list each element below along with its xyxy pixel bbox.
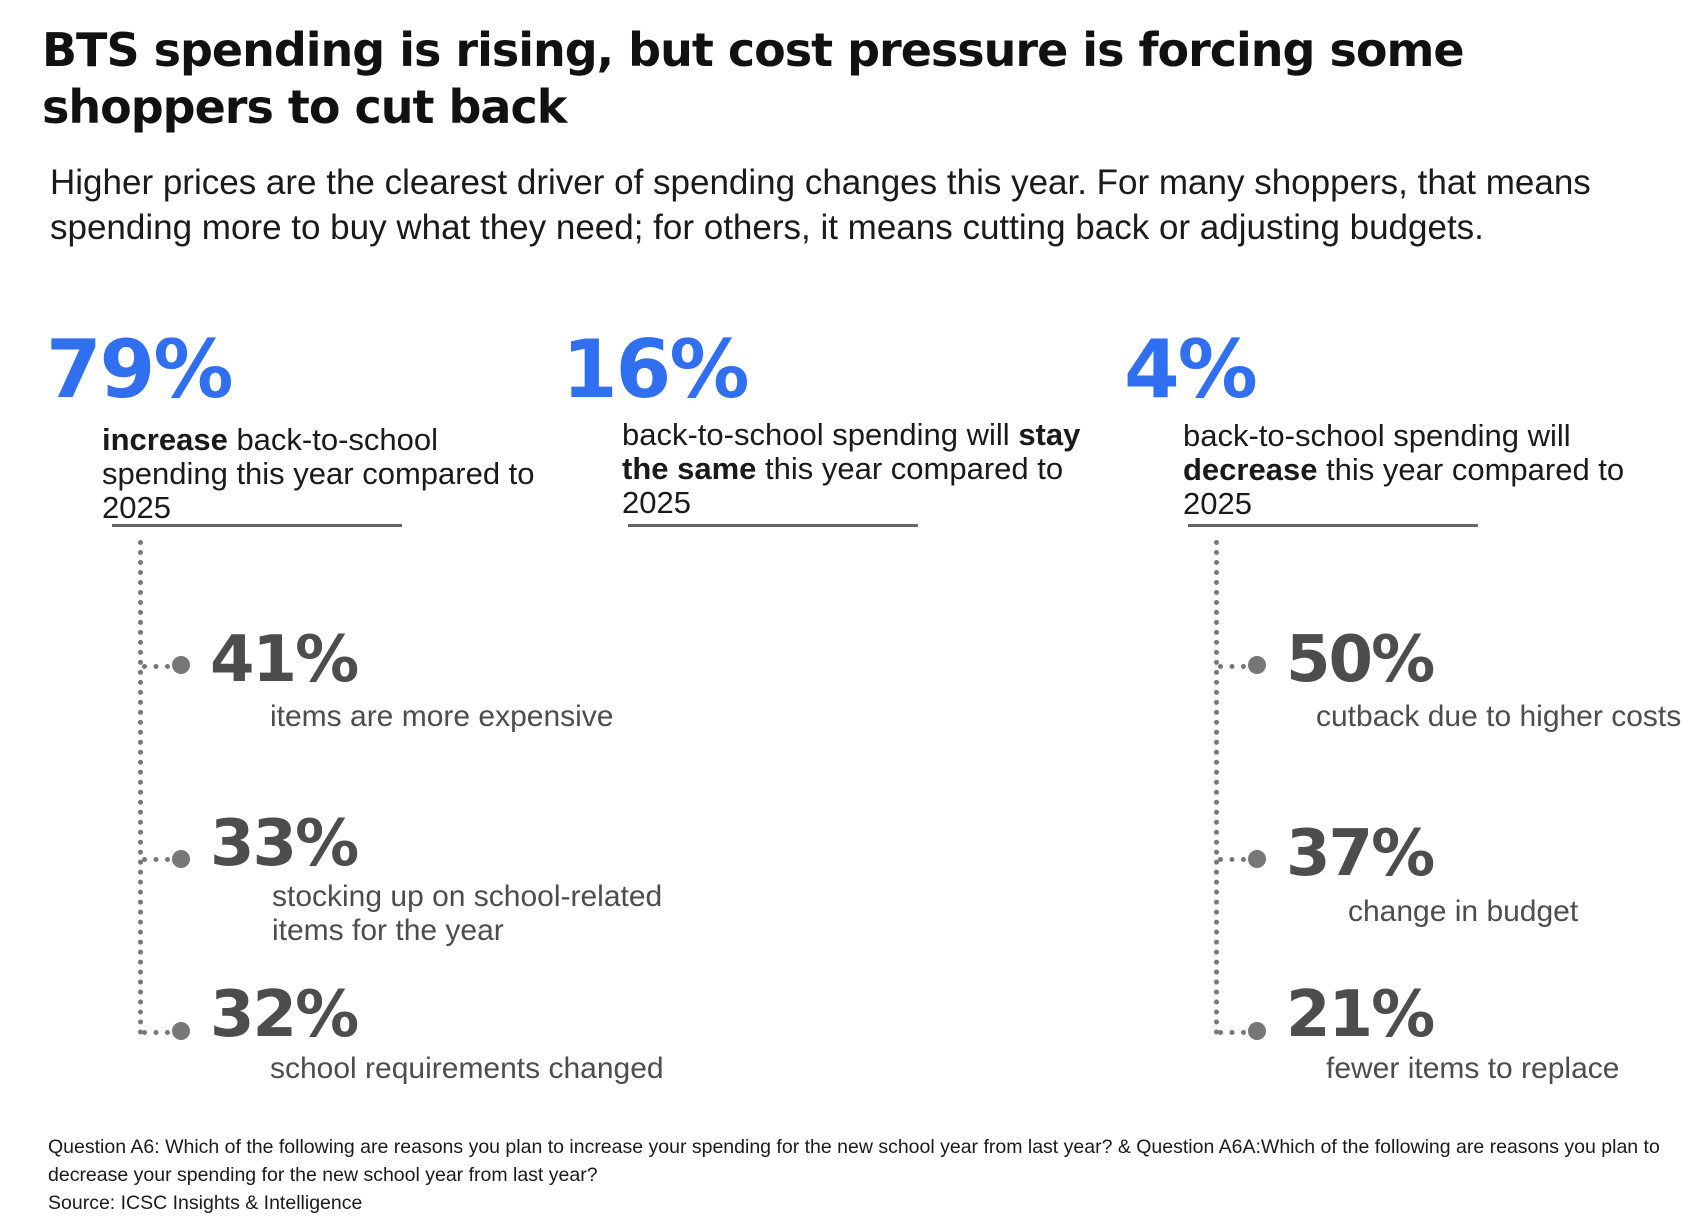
stat-same-desc: back-to-school spending will stay the sa…	[622, 418, 1092, 520]
stat-decrease-pct: 4%	[1124, 323, 1258, 416]
increase-connector-line	[138, 540, 143, 1035]
decrease-reason-2-label: change in budget	[1348, 895, 1579, 928]
stat-same-rule	[628, 524, 918, 527]
decrease-connector-line	[1214, 540, 1219, 1035]
increase-branch-3	[142, 1030, 170, 1035]
increase-reason-3-label: school requirements changed	[270, 1052, 664, 1085]
stat-same-rest: this year compared to 2025	[622, 451, 1064, 520]
stat-same-pre: back-to-school spending will	[622, 417, 1019, 452]
decrease-reason-1-pct: 50%	[1286, 623, 1435, 697]
decrease-reason-3-pct: 21%	[1286, 978, 1435, 1052]
increase-bullet-2	[172, 850, 190, 868]
stat-same-bold: stay the same	[622, 417, 1081, 486]
increase-branch-2	[142, 857, 170, 862]
stat-increase-pct: 79%	[46, 323, 233, 416]
page-subtitle: Higher prices are the clearest driver of…	[50, 163, 1591, 247]
decrease-reason-2-pct: 37%	[1286, 817, 1435, 891]
increase-reason-3-pct: 32%	[210, 978, 359, 1052]
decrease-bullet-3	[1248, 1022, 1266, 1040]
increase-branch-1	[142, 664, 170, 669]
increase-reason-2-pct: 33%	[210, 807, 359, 881]
footnote-question: Question A6: Which of the following are …	[48, 1136, 1660, 1186]
increase-reason-1-pct: 41%	[210, 623, 359, 697]
stat-increase-bold: increase	[102, 422, 228, 457]
stat-increase-rule	[112, 524, 402, 527]
decrease-bullet-2	[1248, 850, 1266, 868]
increase-reason-2-label: stocking up on school-related items for …	[272, 880, 663, 947]
decrease-branch-1	[1218, 664, 1246, 669]
footnote: Question A6: Which of the following are …	[48, 1133, 1688, 1217]
stat-decrease-rest: this year compared to 2025	[1183, 452, 1625, 521]
increase-bullet-1	[172, 656, 190, 674]
decrease-branch-2	[1218, 857, 1246, 862]
stat-decrease-bold: decrease	[1183, 452, 1318, 487]
stat-decrease-desc: back-to-school spending will decrease th…	[1183, 419, 1653, 521]
increase-bullet-3	[172, 1022, 190, 1040]
footnote-source: Source: ICSC Insights & Intelligence	[48, 1192, 363, 1214]
stat-increase-desc: increase back-to-school spending this ye…	[102, 423, 572, 525]
stat-decrease-rule	[1188, 524, 1478, 527]
decrease-bullet-1	[1248, 656, 1266, 674]
page-title: BTS spending is rising, but cost pressur…	[42, 23, 1465, 134]
decrease-reason-1-label: cutback due to higher costs	[1316, 700, 1682, 733]
stat-increase-rest: back-to-school spending this year compar…	[102, 422, 535, 525]
stat-decrease-pre: back-to-school spending will	[1183, 418, 1571, 453]
decrease-branch-3	[1218, 1030, 1246, 1035]
increase-reason-1-label: items are more expensive	[270, 700, 614, 733]
decrease-reason-3-label: fewer items to replace	[1326, 1052, 1620, 1085]
stat-same-pct: 16%	[562, 323, 749, 416]
